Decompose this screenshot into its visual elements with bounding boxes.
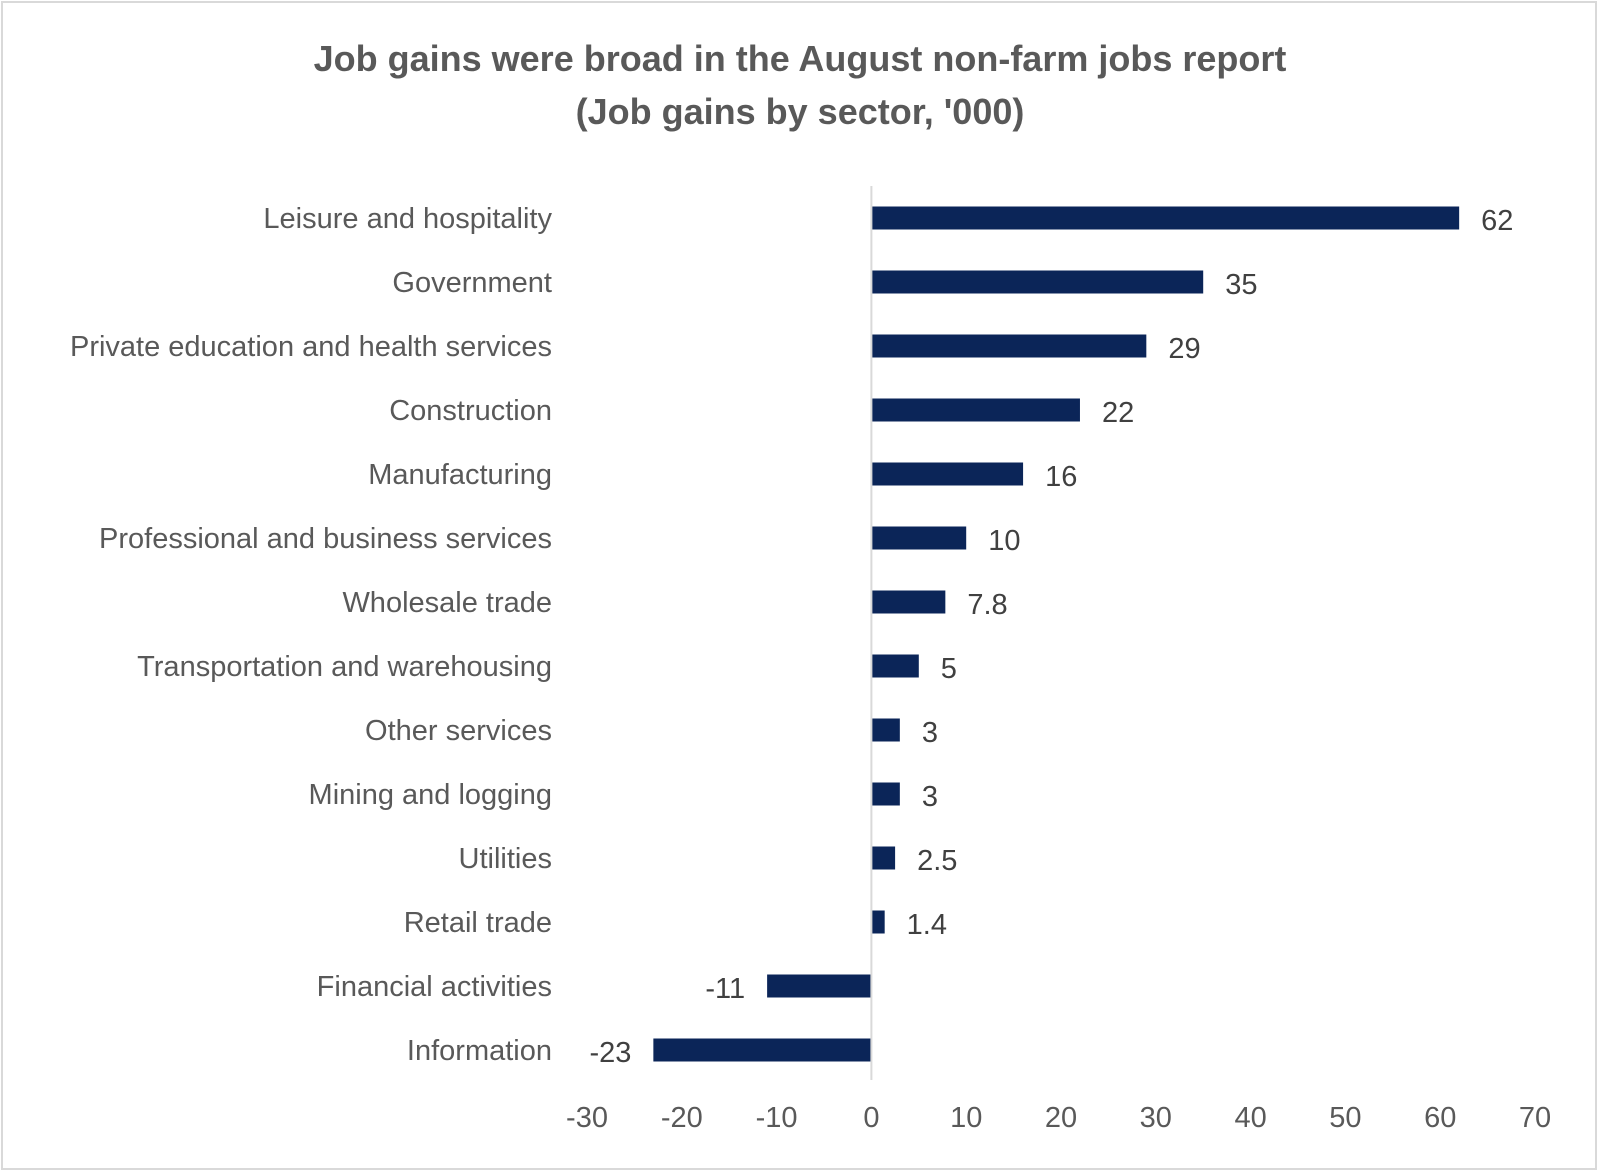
x-tick-label: 10 [950, 1102, 982, 1134]
data-label: 3 [922, 717, 938, 749]
x-tick-label: 20 [1045, 1102, 1077, 1134]
bar [871, 782, 900, 806]
data-label: 5 [941, 653, 957, 685]
data-label: 3 [922, 781, 938, 813]
bar [871, 462, 1024, 486]
x-tick-label: 70 [1519, 1102, 1551, 1134]
bar [871, 398, 1080, 422]
data-label: 2.5 [917, 845, 957, 877]
x-tick-label: 50 [1329, 1102, 1361, 1134]
data-label: 22 [1102, 397, 1134, 429]
bar [871, 270, 1204, 294]
bar [871, 718, 900, 742]
category-label: Private education and health services [70, 331, 552, 363]
bar [767, 974, 872, 998]
bar [871, 526, 967, 550]
x-tick-label: 30 [1140, 1102, 1172, 1134]
chart-title: Job gains were broad in the August non-f… [313, 38, 1287, 79]
x-tick-label: -10 [756, 1102, 798, 1134]
category-labels: Leisure and hospitality Government Private… [70, 203, 553, 1067]
data-label: -23 [589, 1037, 631, 1069]
category-label: Information [407, 1035, 552, 1067]
x-tick-label: -20 [661, 1102, 703, 1134]
category-label: Manufacturing [368, 459, 552, 491]
data-label: -11 [705, 973, 745, 1005]
category-label: Professional and business services [99, 523, 552, 555]
category-label: Mining and logging [309, 779, 552, 811]
category-label: Leisure and hospitality [263, 203, 552, 235]
data-label: 16 [1045, 461, 1077, 493]
data-label: 7.8 [967, 589, 1007, 621]
category-label: Financial activities [317, 971, 552, 1003]
x-tick-label: -30 [566, 1102, 608, 1134]
x-tick-label: 0 [863, 1102, 879, 1134]
bar [653, 1038, 872, 1062]
category-label: Transportation and warehousing [137, 651, 552, 683]
bar [871, 910, 885, 934]
bars-layer [653, 206, 1460, 1062]
bar [871, 654, 919, 678]
x-axis-tick-labels: -30 -20 -10 0 10 20 30 40 50 60 70 [566, 1102, 1551, 1134]
category-label: Construction [389, 395, 552, 427]
bar [871, 206, 1460, 230]
category-label: Government [392, 267, 552, 299]
chart-subtitle: (Job gains by sector, '000) [575, 91, 1025, 132]
bar [871, 334, 1147, 358]
x-tick-label: 40 [1234, 1102, 1266, 1134]
category-label: Utilities [459, 843, 552, 875]
bar [871, 590, 946, 614]
category-label: Wholesale trade [342, 587, 552, 619]
category-label: Retail trade [404, 907, 552, 939]
data-label: 1.4 [907, 909, 947, 941]
category-label: Other services [365, 715, 552, 747]
data-label: 62 [1481, 205, 1513, 237]
bar [871, 846, 896, 870]
data-label: 10 [988, 525, 1020, 557]
data-label: 35 [1225, 269, 1257, 301]
x-tick-label: 60 [1424, 1102, 1456, 1134]
data-label: 29 [1168, 333, 1200, 365]
